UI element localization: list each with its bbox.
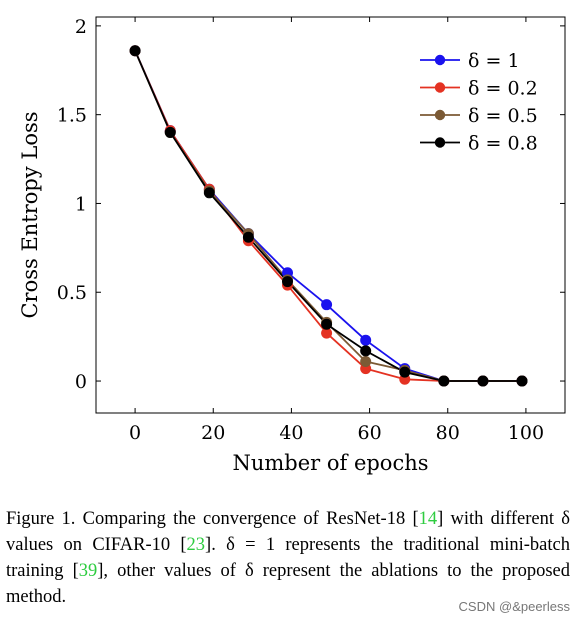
data-point [360,334,372,346]
y-tick-label: 1 [75,193,87,215]
x-tick-label: 100 [508,422,544,444]
x-tick-label: 60 [357,422,381,444]
data-point [516,375,528,387]
caption-text: ]. δ = 1 represents the traditional mini… [6,535,570,581]
x-tick-label: 80 [436,422,460,444]
plot-frame [95,16,566,414]
y-tick-label: 0.5 [57,282,87,304]
data-point [321,299,333,311]
caption-text: ], other values of δ represent the ablat… [6,561,571,607]
caption-text: Figure 1. Comparing the convergence of R… [6,509,419,529]
data-point [164,126,176,138]
data-point [203,187,215,199]
x-tick-label: 40 [279,422,303,444]
legend-marker [434,109,446,121]
legend-marker [434,54,446,66]
caption-text: ] with different δ values on CIFAR-10 [ [6,509,571,555]
data-point [360,356,372,368]
x-axis-title: Number of epochs [232,451,428,475]
data-point [321,318,333,330]
citation[interactable]: 23 [186,535,206,555]
series-markers [129,45,528,387]
y-axis-title: Cross Entropy Loss [18,111,42,318]
watermark: CSDN @&peerless [458,599,570,614]
citation[interactable]: 39 [78,561,98,581]
x-tick-label: 0 [129,422,141,444]
data-point [438,375,450,387]
y-tick-label: 1.5 [57,105,87,127]
data-point [129,45,141,57]
x-tick-label: 20 [201,422,225,444]
citation[interactable]: 14 [418,509,438,529]
data-point [282,276,294,288]
data-point [360,345,372,357]
data-point [477,375,489,387]
figure-caption: Figure 1. Comparing the convergence of R… [6,506,570,610]
y-tick-label: 2 [75,16,87,38]
legend-label: δ = 0.5 [468,105,538,127]
legend-label: δ = 1 [468,50,520,72]
loss-chart: 0 20 40 60 80 100 0 0.5 1 1.5 2 Number of epochs Cro… [18,16,566,475]
y-tick-label: 0 [75,371,87,393]
legend-marker [434,82,446,93]
data-point [242,231,254,243]
legend-label: δ = 0.8 [468,133,538,155]
legend-label: δ = 0.2 [468,78,538,100]
data-point [399,366,411,378]
legend-marker [434,137,446,148]
